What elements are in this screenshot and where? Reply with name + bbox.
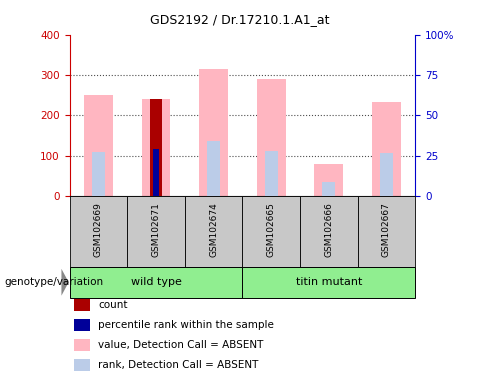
Bar	[372, 102, 401, 196]
Bar	[314, 164, 343, 196]
Bar	[142, 99, 170, 196]
Text: titin mutant: titin mutant	[296, 277, 362, 287]
Bar	[242, 196, 300, 267]
Text: GSM102674: GSM102674	[209, 203, 218, 257]
Bar	[150, 99, 162, 196]
Bar	[265, 151, 277, 196]
Text: GDS2192 / Dr.17210.1.A1_at: GDS2192 / Dr.17210.1.A1_at	[150, 13, 330, 26]
Text: GSM102665: GSM102665	[267, 202, 276, 257]
Bar	[300, 196, 358, 267]
Bar	[153, 149, 159, 196]
Text: count: count	[98, 300, 128, 310]
Bar	[70, 267, 242, 298]
Text: value, Detection Call = ABSENT: value, Detection Call = ABSENT	[98, 340, 264, 350]
Bar	[150, 149, 162, 196]
Bar	[199, 69, 228, 196]
Text: GSM102666: GSM102666	[324, 202, 333, 257]
Bar	[358, 196, 415, 267]
Text: percentile rank within the sample: percentile rank within the sample	[98, 320, 274, 330]
Bar	[185, 196, 242, 267]
Text: GSM102669: GSM102669	[94, 202, 103, 257]
Bar	[257, 79, 286, 196]
Text: wild type: wild type	[131, 277, 181, 287]
Bar	[207, 141, 220, 196]
Bar	[70, 196, 127, 267]
Text: GSM102667: GSM102667	[382, 202, 391, 257]
Text: genotype/variation: genotype/variation	[5, 277, 104, 287]
Bar	[127, 196, 185, 267]
Bar	[380, 153, 393, 196]
Bar	[323, 182, 335, 196]
Text: GSM102671: GSM102671	[152, 202, 160, 257]
Polygon shape	[61, 269, 69, 296]
Text: rank, Detection Call = ABSENT: rank, Detection Call = ABSENT	[98, 360, 259, 370]
Bar	[242, 267, 415, 298]
Bar	[92, 152, 105, 196]
Bar	[84, 95, 113, 196]
